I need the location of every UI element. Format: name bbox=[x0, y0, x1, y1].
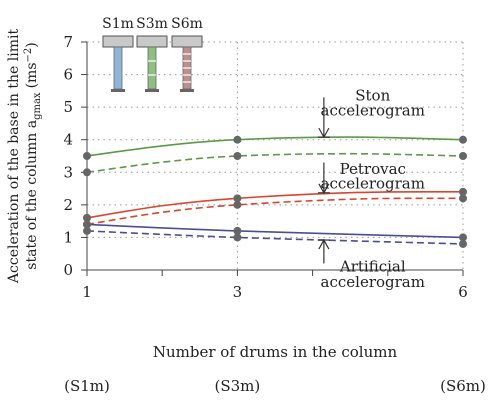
y-tick-label: 4 bbox=[63, 131, 73, 149]
data-point bbox=[233, 194, 242, 203]
inset-capital bbox=[102, 35, 134, 48]
data-point bbox=[83, 152, 91, 160]
data-point bbox=[459, 239, 467, 248]
data-point bbox=[459, 187, 467, 196]
inset-label: S6m bbox=[171, 16, 203, 32]
y-axis-title-line2: state of the column agmax (ms−2) bbox=[23, 42, 43, 269]
data-point bbox=[459, 194, 467, 203]
data-point bbox=[459, 135, 467, 144]
data-point bbox=[83, 226, 91, 235]
y-axis-title-close: ) bbox=[24, 42, 40, 47]
y-tick-label: 7 bbox=[63, 33, 73, 51]
series-line-artificial-solid bbox=[86, 223, 464, 239]
grid bbox=[87, 41, 464, 270]
y-tick-label: 3 bbox=[63, 163, 73, 181]
annotation-label: accelerogram bbox=[321, 273, 425, 291]
column-inset: S1m S3m S6m bbox=[102, 16, 203, 92]
y-tick-label: 1 bbox=[63, 228, 73, 246]
inset-base bbox=[145, 89, 159, 92]
data-point bbox=[83, 213, 91, 222]
data-point bbox=[459, 152, 467, 160]
inset-column-shaft bbox=[113, 46, 123, 90]
data-point bbox=[83, 168, 91, 177]
y-axis-title-line1: Acceleration of the base in the limit bbox=[6, 29, 22, 285]
inset-capital bbox=[171, 35, 203, 48]
column-label: (S1m) bbox=[64, 377, 110, 395]
series-line-ston-solid bbox=[86, 136, 464, 157]
inset-column-shaft bbox=[147, 46, 157, 90]
y-tick-label: 5 bbox=[63, 98, 73, 116]
inset-label: S1m bbox=[102, 16, 134, 32]
series-line-artificial-dashed bbox=[86, 230, 464, 245]
series bbox=[83, 135, 467, 248]
y-axis-title-unit: (ms bbox=[24, 62, 40, 88]
x-tick-label: 1 bbox=[82, 283, 92, 301]
x-axis-title: Number of drums in the column bbox=[153, 343, 398, 361]
y-axis-title-prefix: state of the column a bbox=[24, 120, 40, 270]
inset-base bbox=[111, 89, 125, 92]
annotation-label: Artificial bbox=[339, 258, 406, 276]
y-tick-label: 0 bbox=[63, 261, 73, 279]
data-point bbox=[459, 233, 467, 242]
data-point bbox=[83, 220, 91, 229]
y-axis-title-sub: gmax bbox=[32, 92, 43, 120]
annotation-label: accelerogram bbox=[321, 175, 425, 193]
data-point bbox=[233, 135, 242, 144]
column-label: (S3m) bbox=[215, 377, 261, 395]
data-point bbox=[233, 200, 242, 209]
x-tick-label: 6 bbox=[458, 283, 468, 301]
series-line-petrovac-dashed bbox=[86, 197, 464, 226]
data-point bbox=[233, 226, 242, 235]
y-tick-label: 2 bbox=[63, 196, 73, 214]
column-label: (S6m) bbox=[440, 377, 486, 395]
annotation-label: Ston bbox=[355, 87, 390, 105]
series-line-petrovac-solid bbox=[86, 190, 464, 219]
annotation-label: accelerogram bbox=[321, 101, 425, 119]
inset-capital bbox=[136, 35, 168, 48]
x-tick-label: 3 bbox=[233, 283, 243, 301]
data-point bbox=[233, 233, 242, 242]
series-line-ston-dashed bbox=[86, 152, 464, 174]
annotations: StonaccelerogramPetrovacaccelerogramArti… bbox=[317, 87, 425, 291]
annotation-label: Petrovac bbox=[340, 160, 406, 178]
inset-label: S3m bbox=[136, 16, 168, 32]
y-tick-label: 6 bbox=[63, 66, 73, 84]
data-point bbox=[233, 152, 242, 160]
column-labels: (S1m) (S3m) (S6m) bbox=[64, 377, 486, 395]
inset-base bbox=[180, 89, 194, 92]
y-axis-title-sup: −2 bbox=[23, 48, 34, 63]
